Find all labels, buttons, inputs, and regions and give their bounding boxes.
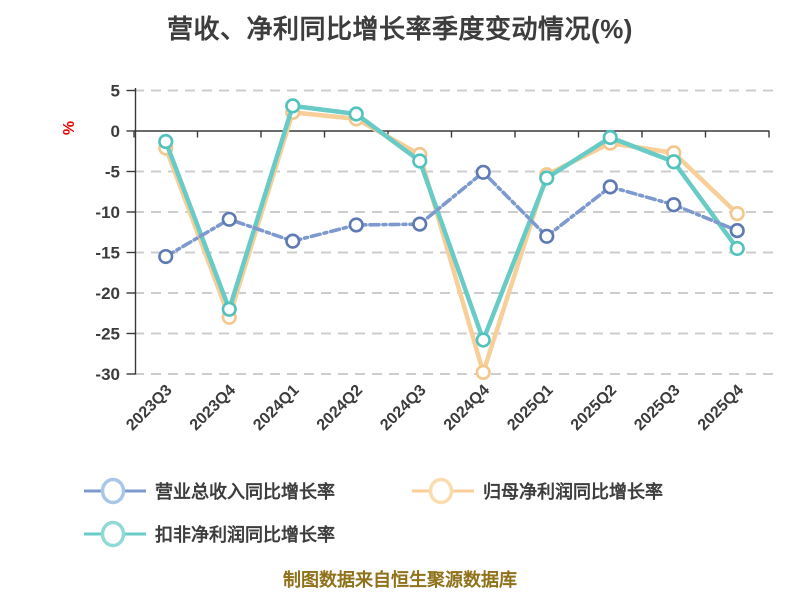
y-tick-label: -5 [105,163,120,182]
legend-marker-icon [84,477,146,505]
data-point [158,248,174,265]
data-point [285,98,301,114]
y-tick-label: 0 [111,122,120,141]
data-point [602,129,618,146]
data-point [412,153,428,169]
series-2 [158,98,745,348]
data-point [729,206,745,222]
legend-marker-icon [84,520,146,548]
data-point [348,217,364,233]
legend-label: 归母净利润同比增长率 [483,482,663,502]
data-point [729,240,745,257]
data-point [475,332,491,348]
data-point [158,133,174,150]
data-point [221,211,237,227]
data-point [221,301,237,317]
series-0 [158,164,745,265]
legend-item-2[interactable]: 扣非净利润同比增长率 [84,519,412,549]
data-point [666,197,682,213]
data-point [539,228,555,244]
series-line-0 [163,170,740,259]
data-point [729,223,745,239]
legend-label: 营业总收入同比增长率 [155,482,335,502]
x-tick-label: 2025Q1 [504,382,556,434]
y-tick-label: -25 [95,325,120,344]
legend-marker-circle [100,477,126,505]
data-point [348,106,364,122]
x-tick-label: 2025Q3 [631,382,683,434]
legend-item-0[interactable]: 营业总收入同比增长率 [84,476,412,506]
data-point [666,154,682,170]
y-tick-label: 5 [111,82,120,101]
legend-marker-circle [428,477,454,505]
series-line-2 [163,103,740,343]
y-axis-unit-label: % [61,121,78,135]
data-point [285,233,301,249]
y-tick-label: -10 [95,203,120,222]
legend-label: 扣非净利润同比增长率 [155,525,335,545]
x-tick-label: 2023Q3 [123,382,175,434]
x-tick-label: 2023Q4 [187,382,239,434]
data-point [475,364,491,380]
data-point [412,216,428,232]
y-tick-label: -20 [95,284,120,303]
data-point [602,179,618,195]
legend-marker-icon [412,477,474,505]
chart-legend: 营业总收入同比增长率 归母净利润同比增长率扣非净利润同比增长率 [84,476,784,549]
y-tick-label: -30 [95,365,120,384]
x-tick-label: 2024Q2 [314,382,366,434]
series-1 [158,104,745,380]
x-tick-label: 2025Q2 [568,382,620,434]
data-point [475,164,491,180]
legend-marker-circle [100,520,126,548]
data-source-note: 制图数据来自恒生聚源数据库 [283,570,517,590]
x-tick-label: 2024Q3 [377,382,429,434]
legend-item-1[interactable]: 归母净利润同比增长率 [412,476,740,506]
y-tick-label: -15 [95,244,120,263]
x-tick-label: 2025Q4 [695,382,747,434]
data-point [539,170,555,186]
chart-title: 营收、净利同比增长率季度变动情况(%) [167,14,633,44]
x-tick-label: 2024Q1 [250,382,302,434]
x-tick-label: 2024Q4 [441,382,493,434]
